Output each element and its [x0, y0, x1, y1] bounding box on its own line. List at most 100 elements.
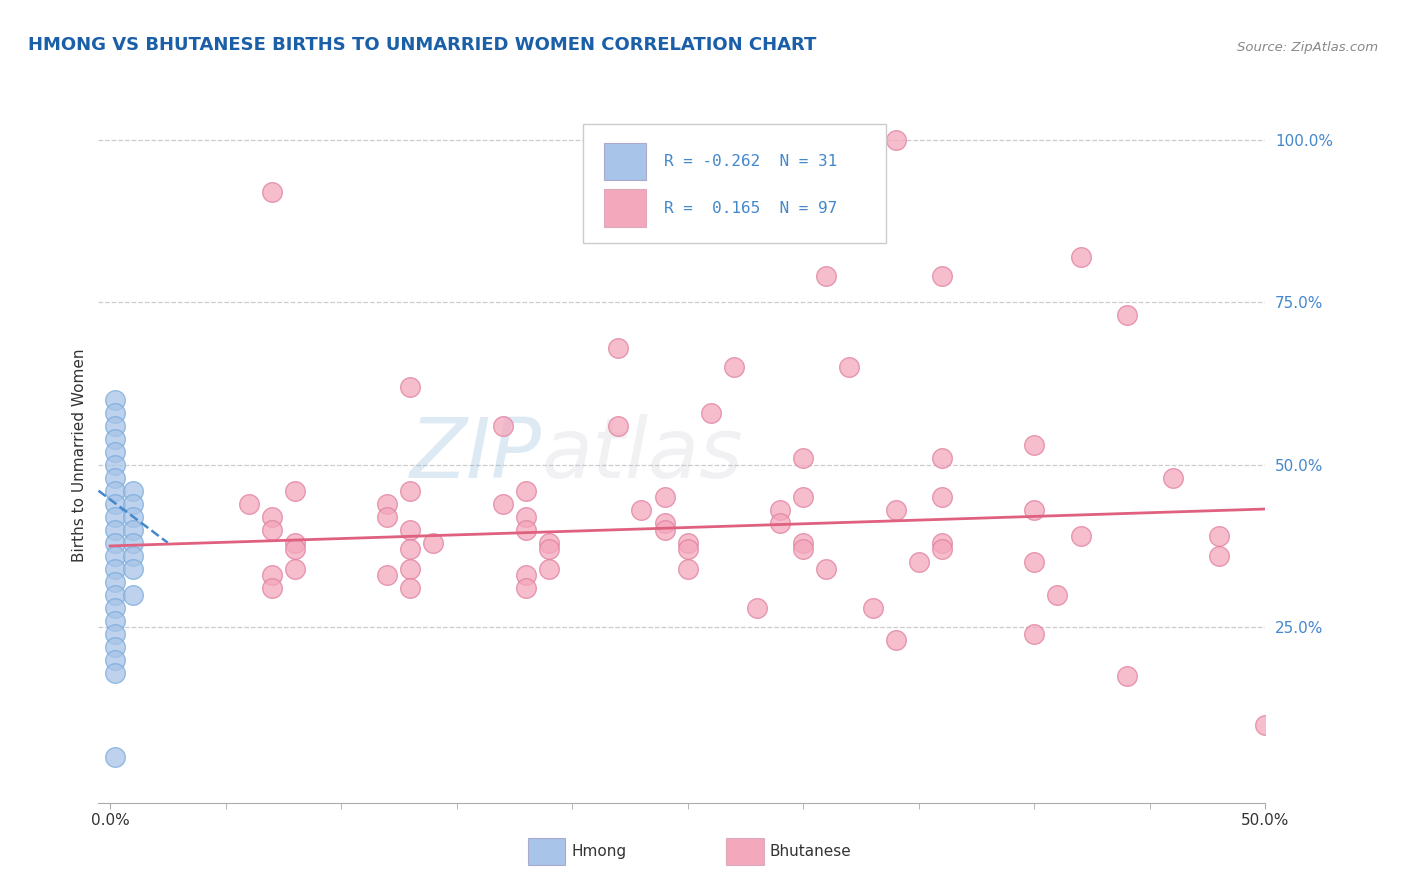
Point: [122, 483, 145, 498]
Point: [607, 341, 630, 355]
Point: [104, 392, 127, 407]
Point: [654, 516, 676, 531]
Point: [1347, 607, 1369, 622]
Point: [537, 562, 560, 576]
Point: [838, 360, 860, 375]
Point: [676, 542, 699, 557]
Point: [745, 600, 768, 615]
Point: [284, 562, 307, 576]
Point: [122, 509, 145, 524]
Point: [104, 626, 127, 640]
Point: [1070, 529, 1092, 543]
Point: [1046, 588, 1069, 602]
Point: [1115, 669, 1137, 683]
FancyBboxPatch shape: [603, 189, 645, 227]
Point: [122, 562, 145, 576]
Text: Hmong: Hmong: [571, 844, 626, 859]
Point: [607, 418, 630, 433]
Point: [492, 497, 515, 511]
Point: [815, 562, 838, 576]
Point: [260, 509, 283, 524]
Point: [723, 360, 745, 375]
Point: [104, 640, 127, 654]
Text: ZIP: ZIP: [411, 415, 541, 495]
Y-axis label: Births to Unmarried Women: Births to Unmarried Women: [72, 348, 87, 562]
Point: [1323, 458, 1346, 472]
Point: [792, 535, 814, 549]
Point: [654, 523, 676, 537]
Point: [375, 497, 398, 511]
Point: [700, 406, 723, 420]
Point: [104, 471, 127, 485]
Point: [104, 665, 127, 680]
Point: [792, 490, 814, 504]
Point: [104, 418, 127, 433]
Point: [375, 568, 398, 582]
Point: [884, 503, 907, 517]
Point: [1024, 503, 1046, 517]
Point: [515, 483, 537, 498]
Point: [676, 562, 699, 576]
Point: [884, 132, 907, 146]
Point: [931, 535, 953, 549]
Point: [1024, 626, 1046, 640]
Point: [375, 509, 398, 524]
Point: [1393, 594, 1406, 608]
Point: [769, 516, 792, 531]
Point: [122, 535, 145, 549]
Point: [931, 451, 953, 466]
Point: [260, 568, 283, 582]
Point: [284, 483, 307, 498]
Point: [104, 483, 127, 498]
Point: [792, 542, 814, 557]
Point: [399, 562, 422, 576]
Point: [104, 562, 127, 576]
Point: [399, 483, 422, 498]
Point: [399, 379, 422, 393]
FancyBboxPatch shape: [727, 838, 763, 865]
Point: [104, 444, 127, 458]
Point: [284, 542, 307, 557]
Text: Source: ZipAtlas.com: Source: ZipAtlas.com: [1237, 40, 1378, 54]
Point: [1161, 471, 1184, 485]
Point: [399, 581, 422, 595]
Text: R = -0.262  N = 31: R = -0.262 N = 31: [665, 153, 838, 169]
Point: [931, 542, 953, 557]
Point: [422, 535, 444, 549]
FancyBboxPatch shape: [603, 143, 645, 180]
Point: [104, 653, 127, 667]
Point: [122, 497, 145, 511]
Point: [769, 503, 792, 517]
Point: [104, 497, 127, 511]
Point: [104, 750, 127, 764]
Point: [260, 185, 283, 199]
Point: [399, 542, 422, 557]
Point: [1024, 438, 1046, 452]
Point: [515, 568, 537, 582]
Point: [492, 418, 515, 433]
Point: [1347, 620, 1369, 634]
Point: [104, 406, 127, 420]
Point: [884, 633, 907, 648]
Point: [1115, 308, 1137, 322]
Point: [104, 432, 127, 446]
Point: [104, 458, 127, 472]
Point: [515, 523, 537, 537]
Point: [654, 490, 676, 504]
Point: [122, 549, 145, 563]
Point: [104, 574, 127, 589]
Point: [515, 581, 537, 595]
Text: R =  0.165  N = 97: R = 0.165 N = 97: [665, 201, 838, 216]
Point: [104, 600, 127, 615]
Point: [907, 555, 929, 569]
Point: [104, 509, 127, 524]
Text: atlas: atlas: [541, 415, 744, 495]
Point: [104, 535, 127, 549]
Point: [104, 588, 127, 602]
Point: [399, 523, 422, 537]
Point: [537, 535, 560, 549]
Point: [260, 523, 283, 537]
Point: [104, 614, 127, 628]
Point: [104, 523, 127, 537]
Point: [931, 269, 953, 284]
